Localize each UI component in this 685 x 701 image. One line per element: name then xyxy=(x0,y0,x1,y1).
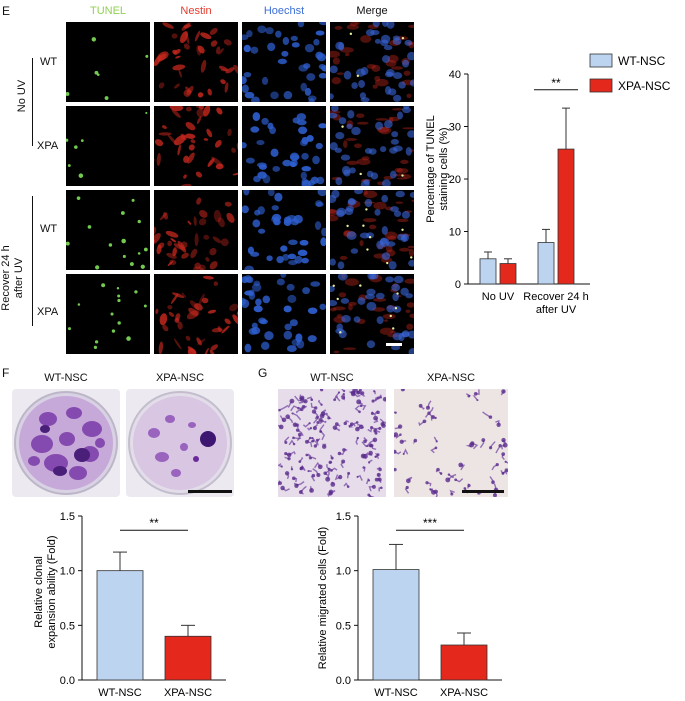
col-head-tunel: TUNEL xyxy=(89,5,127,17)
chart-f-ylabel: Relative clonalexpansion ability (Fold) xyxy=(33,535,58,648)
row-label-xpa-2: XPA xyxy=(37,306,59,318)
group-bracket-no-uv xyxy=(32,58,33,146)
colony-plate-xpa xyxy=(126,389,234,497)
chart-e-bar-xpa-0 xyxy=(499,263,517,285)
chart-e-bar-wt-0 xyxy=(479,258,497,285)
group-bracket-recover xyxy=(32,196,33,326)
chart-f-category-label-1: XPA-NSC xyxy=(164,687,212,699)
micrograph-wt-recover-hoechst xyxy=(242,190,326,270)
micrograph-xpa-recover-tunel xyxy=(66,274,150,354)
micrograph-xpa-recover-hoechst xyxy=(242,274,326,354)
chart-f-bar-1 xyxy=(164,635,212,681)
group-label-recover-line2: after UV xyxy=(13,257,25,299)
chart-g-bar-0 xyxy=(372,569,420,681)
micrograph-wt-recover-merge xyxy=(330,190,414,270)
chart-f-sig-label: ** xyxy=(149,516,159,530)
chart-e-bar-xpa-1 xyxy=(557,148,575,285)
chart-e-category-label-0: No UV xyxy=(482,291,515,303)
chart-f-ytick-label: 1.0 xyxy=(60,566,75,578)
chart-e: 0 10 20 30 40 Percentage of TUNELstaining cel… xyxy=(425,53,671,316)
micrograph-wt-recover-nestin xyxy=(154,190,238,270)
panel-letter-f: F xyxy=(2,366,10,380)
micrograph-wt-no-uv-tunel xyxy=(66,22,150,102)
row-label-wt-1: WT xyxy=(40,56,58,68)
chart-e-legend-swatch-1 xyxy=(589,78,613,93)
migration-cells-xpa xyxy=(394,389,508,497)
migration-photo-wt xyxy=(278,389,386,497)
chart-e-sig-label: ** xyxy=(551,76,561,90)
colony-plate-wt xyxy=(12,389,120,497)
col-head-nestin: Nestin xyxy=(180,5,212,17)
chart-g-ytick-label: 0.5 xyxy=(336,620,351,632)
chart-e-ytick-label: 30 xyxy=(449,122,461,134)
micrograph-wt-no-uv-merge xyxy=(330,22,414,102)
chart-e-ytick-label: 20 xyxy=(449,174,461,186)
colony-photo-xpa xyxy=(126,389,234,497)
photo-f-left-label: WT-NSC xyxy=(44,372,88,384)
col-head-hoechst: Hoechst xyxy=(263,5,305,17)
micrograph-xpa-no-uv-tunel xyxy=(66,106,150,186)
group-label-no-uv: No UV xyxy=(16,79,28,113)
photo-g-right-label: XPA-NSC xyxy=(426,372,476,384)
micrograph-xpa-no-uv-hoechst xyxy=(242,106,326,186)
chart-g-ytick-label: 1.0 xyxy=(336,566,351,578)
micrograph-xpa-no-uv-merge xyxy=(330,106,414,186)
col-head-merge: Merge xyxy=(356,5,388,17)
micrograph-xpa-no-uv-nestin xyxy=(154,106,238,186)
chart-e-legend-swatch-0 xyxy=(589,53,613,68)
chart-g-bar-1 xyxy=(440,644,488,681)
chart-e-legend-label-1: XPA-NSC xyxy=(618,79,671,93)
scale-bar-e xyxy=(386,343,402,346)
scale-bar-g xyxy=(462,490,504,493)
chart-e-ytick-label: 40 xyxy=(449,69,461,81)
chart-g-category-label-1: XPA-NSC xyxy=(440,687,488,699)
chart-e-category-label-1: Recover 24 h after UV xyxy=(523,291,588,316)
micrograph-xpa-recover-nestin xyxy=(154,274,238,354)
chart-g-category-label-0: WT-NSC xyxy=(374,687,417,699)
chart-f-bar-0 xyxy=(96,570,144,681)
micrograph-wt-no-uv-hoechst xyxy=(242,22,326,102)
group-label-recover: Recover 24 h after UV xyxy=(0,223,26,333)
chart-e-ytick-label: 0 xyxy=(455,279,461,291)
chart-e-ylabel: Percentage of TUNELstaining cells (%) xyxy=(425,115,450,222)
chart-g: 0.0 0.5 1.0 1.5 Relative migrated cells (Fol… xyxy=(317,511,502,699)
chart-g-ytick-label: 1.5 xyxy=(336,511,351,523)
chart-f-ytick-label: 0.5 xyxy=(60,620,75,632)
row-label-wt-2: WT xyxy=(40,223,58,235)
micrograph-wt-recover-tunel xyxy=(66,190,150,270)
migration-cells-wt xyxy=(278,389,386,497)
photo-f-right-label: XPA-NSC xyxy=(155,372,205,384)
chart-e-ytick-label: 10 xyxy=(449,227,461,239)
photo-g-left-label: WT-NSC xyxy=(310,372,354,384)
group-label-recover-line1: Recover 24 h xyxy=(0,245,12,311)
migration-photo-xpa xyxy=(394,389,508,497)
chart-g-ylabel: Relative migrated cells (Fold) xyxy=(317,527,329,669)
micrograph-wt-no-uv-nestin xyxy=(154,22,238,102)
chart-g-sig-label: *** xyxy=(423,516,437,530)
chart-f-ytick-label: 0.0 xyxy=(60,675,75,687)
micrograph-xpa-recover-merge xyxy=(330,274,414,354)
colony-photo-wt xyxy=(12,389,120,497)
row-label-xpa-1: XPA xyxy=(37,140,59,152)
chart-e-bar-wt-1 xyxy=(537,242,555,285)
chart-f-ytick-label: 1.5 xyxy=(60,511,75,523)
panel-letter-e: E xyxy=(2,4,11,18)
chart-g-ytick-label: 0.0 xyxy=(336,675,351,687)
panel-letter-g: G xyxy=(258,366,268,380)
chart-f-category-label-0: WT-NSC xyxy=(98,687,141,699)
chart-e-legend-label-0: WT-NSC xyxy=(618,54,666,68)
